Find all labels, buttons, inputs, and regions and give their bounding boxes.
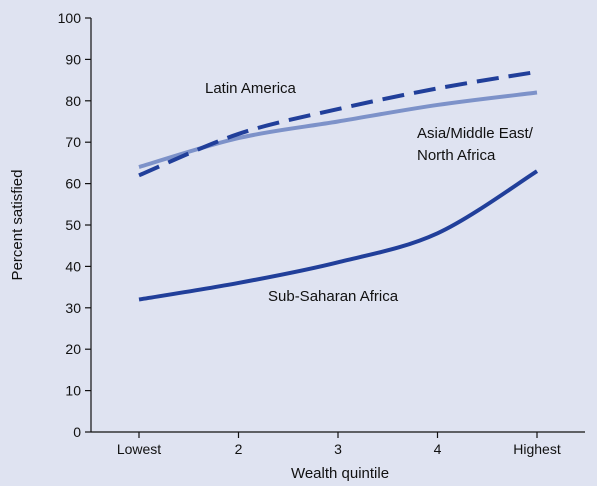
y-tick-label: 50 [65,217,81,233]
x-tick-label: Highest [513,441,561,457]
y-tick-label: 10 [65,383,81,399]
x-axis: Lowest 2 3 4 Highest [91,431,585,457]
y-tick-label: 40 [65,258,81,274]
y-tick-label: 0 [73,424,81,440]
series-line-sub-saharan-africa [138,169,539,302]
series-label-latin-america: Latin America [205,80,297,97]
x-axis-title: Wealth quintile [291,465,389,482]
y-tick-label: 90 [65,51,81,67]
x-tick-label: Lowest [117,441,161,457]
series-label-asia-line-2: North Africa [417,147,496,164]
y-tick-label: 70 [65,134,81,150]
x-tick-label: 2 [235,441,243,457]
x-tick-label: 3 [334,441,342,457]
series-labels: Latin America Asia/Middle East/ North Af… [205,80,534,305]
y-tick-label: 60 [65,176,81,192]
series-layer [138,69,539,302]
y-tick-label: 30 [65,300,81,316]
y-axis-title: Percent satisfied [9,170,26,281]
series-line-latin-america [138,69,538,178]
x-tick-label: 4 [434,441,442,457]
y-tick-label: 80 [65,93,81,109]
series-label-sub-saharan-africa: Sub-Saharan Africa [268,288,399,305]
y-tick-label: 20 [65,341,81,357]
y-axis: 0 10 20 30 40 50 60 70 80 90 100 [58,10,92,440]
y-tick-label: 100 [58,10,82,26]
series-label-asia-line-1: Asia/Middle East/ [417,125,534,142]
